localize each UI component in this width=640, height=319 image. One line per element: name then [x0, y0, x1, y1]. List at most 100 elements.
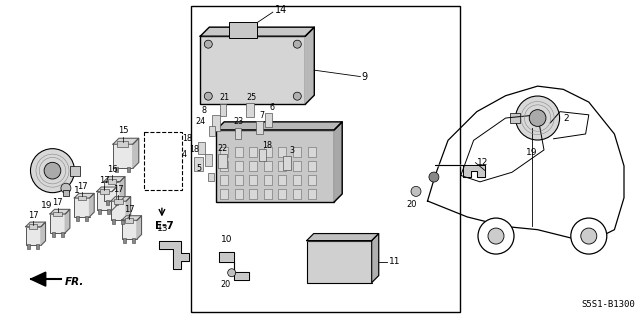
Polygon shape: [334, 122, 342, 202]
Bar: [293, 189, 301, 199]
Text: 17: 17: [28, 211, 38, 220]
Bar: [293, 147, 301, 157]
Bar: [191, 6, 460, 312]
Circle shape: [293, 40, 301, 48]
Text: 2: 2: [564, 114, 569, 122]
Bar: [229, 22, 257, 38]
Bar: [98, 209, 101, 214]
Text: E-7: E-7: [154, 221, 173, 231]
Bar: [218, 154, 227, 168]
Polygon shape: [50, 209, 70, 214]
Bar: [278, 161, 287, 171]
Bar: [125, 218, 134, 223]
Text: 13: 13: [157, 224, 168, 233]
Text: 20: 20: [407, 200, 417, 209]
Bar: [113, 144, 132, 168]
Bar: [117, 141, 129, 147]
Bar: [108, 209, 111, 214]
Bar: [198, 142, 205, 154]
Bar: [200, 36, 305, 104]
Bar: [63, 190, 69, 196]
Text: 11: 11: [388, 257, 400, 266]
Circle shape: [61, 183, 71, 193]
Polygon shape: [104, 177, 125, 182]
Text: S5S1-B1300: S5S1-B1300: [581, 300, 635, 309]
Bar: [308, 175, 316, 185]
Text: 4: 4: [182, 150, 187, 159]
Text: 10: 10: [221, 235, 232, 244]
Bar: [70, 166, 81, 176]
Circle shape: [478, 218, 514, 254]
Bar: [127, 167, 131, 172]
Circle shape: [429, 172, 439, 182]
Polygon shape: [111, 197, 131, 201]
Text: 25: 25: [246, 93, 257, 102]
Bar: [100, 189, 109, 194]
Bar: [111, 201, 126, 220]
Bar: [307, 241, 372, 283]
Bar: [235, 147, 243, 157]
Polygon shape: [200, 27, 314, 36]
Circle shape: [571, 218, 607, 254]
Bar: [266, 113, 272, 127]
Bar: [114, 199, 123, 204]
Bar: [259, 149, 266, 161]
Bar: [77, 196, 86, 200]
Bar: [250, 147, 257, 157]
Polygon shape: [120, 177, 125, 201]
Bar: [264, 189, 272, 199]
Bar: [123, 238, 126, 243]
Text: 22: 22: [218, 144, 228, 153]
Polygon shape: [122, 216, 141, 220]
Bar: [122, 219, 125, 224]
Polygon shape: [113, 138, 139, 144]
Bar: [293, 175, 301, 185]
Bar: [308, 161, 316, 171]
Bar: [278, 189, 287, 199]
Text: 5: 5: [196, 164, 202, 173]
Text: 21: 21: [220, 93, 230, 102]
Polygon shape: [159, 241, 189, 269]
Bar: [220, 161, 228, 171]
Text: 17: 17: [99, 176, 109, 185]
Text: 24: 24: [195, 117, 205, 126]
Bar: [108, 179, 116, 184]
Text: FR.: FR.: [65, 277, 84, 287]
Bar: [256, 121, 262, 134]
Bar: [278, 175, 287, 185]
Text: 1: 1: [74, 186, 79, 195]
Polygon shape: [74, 193, 94, 198]
Text: 23: 23: [233, 117, 243, 126]
Bar: [104, 182, 120, 201]
Bar: [27, 244, 30, 249]
Circle shape: [488, 228, 504, 244]
Bar: [220, 175, 228, 185]
Circle shape: [31, 149, 74, 193]
Bar: [97, 192, 112, 210]
Bar: [112, 219, 115, 224]
Bar: [26, 227, 41, 245]
Text: 19: 19: [526, 148, 538, 157]
Polygon shape: [126, 197, 131, 220]
Bar: [293, 161, 301, 171]
Text: 17: 17: [124, 204, 134, 213]
Text: 18: 18: [182, 134, 193, 143]
Bar: [144, 132, 182, 190]
Bar: [122, 220, 137, 239]
Text: 7: 7: [260, 111, 265, 120]
Text: 18: 18: [262, 141, 273, 150]
Polygon shape: [137, 216, 141, 239]
Circle shape: [529, 110, 546, 126]
Polygon shape: [305, 27, 314, 104]
Text: 18: 18: [189, 145, 199, 154]
Bar: [250, 189, 257, 199]
Text: 16: 16: [107, 165, 117, 174]
Polygon shape: [372, 234, 379, 283]
Bar: [308, 189, 316, 199]
Polygon shape: [435, 165, 485, 177]
Bar: [51, 232, 54, 237]
Polygon shape: [65, 209, 70, 233]
Bar: [220, 104, 226, 116]
Bar: [220, 189, 228, 199]
Bar: [235, 189, 243, 199]
